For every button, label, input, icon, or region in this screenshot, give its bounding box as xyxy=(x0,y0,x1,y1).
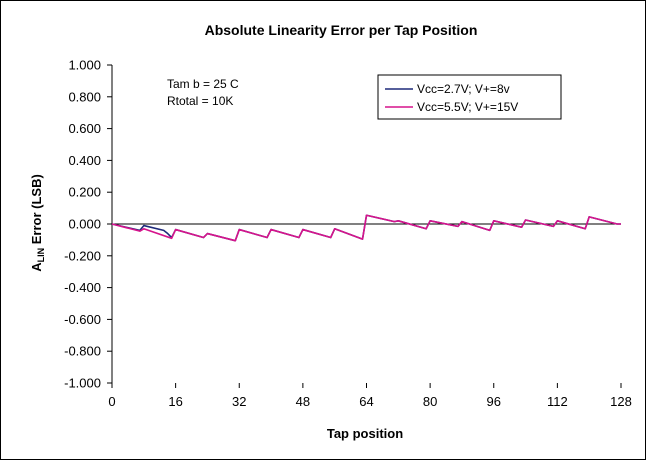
x-tick-label: 128 xyxy=(610,394,632,409)
x-tick-label: 16 xyxy=(168,394,182,409)
x-tick-label: 0 xyxy=(108,394,115,409)
x-tick-label: 64 xyxy=(359,394,373,409)
legend: Vcc=2.7V; V+=8v Vcc=5.5V; V+=15V xyxy=(377,74,562,120)
annotation-rtotal: Rtotal = 10K xyxy=(167,94,233,108)
y-tick-label: -0.200 xyxy=(64,248,101,263)
legend-box xyxy=(377,74,562,120)
legend-label-series-2: Vcc=5.5V; V+=15V xyxy=(417,100,518,114)
x-tick-label: 32 xyxy=(232,394,246,409)
x-tick-label: 80 xyxy=(423,394,437,409)
chart-title: Absolute Linearity Error per Tap Positio… xyxy=(205,22,478,38)
legend-label-series-1: Vcc=2.7V; V+=8v xyxy=(417,82,510,96)
y-tick-labels: 1.000 0.800 0.600 0.400 0.200 0.000 -0.200 -0.4… xyxy=(64,58,101,391)
y-tick-label: -1.000 xyxy=(64,376,101,391)
tick-marks xyxy=(107,64,622,388)
y-tick-label: 0.000 xyxy=(68,217,101,232)
y-axis-title-main: A xyxy=(29,262,44,272)
y-tick-label: -0.400 xyxy=(64,280,101,295)
annotation-temperature: Tam b = 25 C xyxy=(167,77,239,91)
x-tick-label: 48 xyxy=(296,394,310,409)
y-axis-title: ALIN Error (LSB) xyxy=(29,174,46,272)
y-tick-label: 0.600 xyxy=(68,121,101,136)
x-tick-label: 112 xyxy=(547,394,568,409)
x-tick-label: 96 xyxy=(487,394,501,409)
series-lines xyxy=(111,214,621,242)
y-axis-title-rest: Error (LSB) xyxy=(29,174,44,248)
y-tick-label: 0.400 xyxy=(68,153,101,168)
y-tick-label: -0.800 xyxy=(64,344,101,359)
y-tick-label: 1.000 xyxy=(68,58,101,73)
x-tick-labels: 0 16 32 48 64 80 96 112 128 xyxy=(108,394,631,409)
x-axis-title: Tap position xyxy=(327,426,403,441)
y-tick-label: -0.600 xyxy=(64,312,101,327)
series-line-2 xyxy=(111,214,621,242)
y-tick-label: 0.200 xyxy=(68,185,101,200)
y-tick-label: 0.800 xyxy=(68,89,101,104)
y-axis-title-subscript: LIN xyxy=(36,248,46,263)
